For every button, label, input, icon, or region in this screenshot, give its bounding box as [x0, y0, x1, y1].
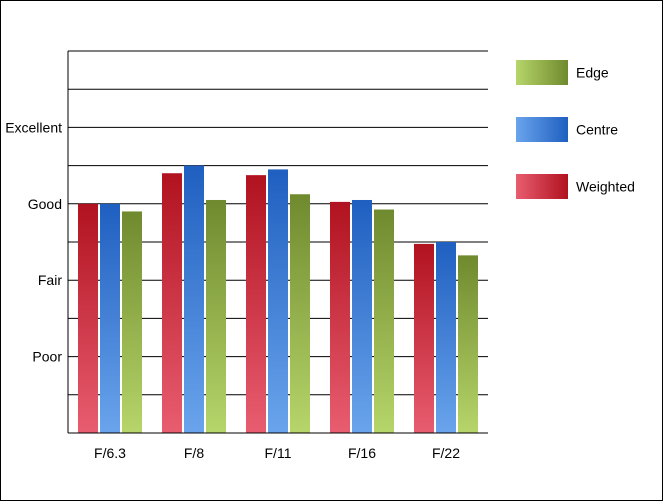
bar-edge-f-6-3 — [122, 211, 142, 433]
x-tick-label-f-6-3: F/6.3 — [94, 445, 126, 461]
bar-edge-f-11 — [290, 194, 310, 433]
bar-weighted-f-22 — [414, 243, 434, 433]
bar-centre-f-8 — [184, 165, 204, 433]
bar-centre-f-22 — [436, 242, 456, 433]
y-tick-label-poor: Poor — [32, 349, 62, 365]
legend-label-edge: Edge — [576, 65, 609, 81]
bar-centre-f-6-3 — [100, 203, 120, 433]
x-tick-labels: F/6.3 F/8 F/11 F/16 F/22 — [94, 445, 460, 461]
x-tick-label-f-22: F/22 — [432, 445, 460, 461]
legend: Edge Centre Weighted — [516, 60, 635, 199]
x-tick-label-f-16: F/16 — [348, 445, 376, 461]
y-tick-label-excellent: Excellent — [5, 119, 62, 135]
bar-edge-f-22 — [458, 255, 478, 433]
legend-swatch-centre — [516, 117, 568, 142]
legend-swatch-weighted — [516, 174, 568, 199]
bar-centre-f-11 — [268, 169, 288, 434]
x-tick-label-f-8: F/8 — [184, 445, 204, 461]
bars — [78, 165, 478, 434]
bar-weighted-f-16 — [330, 201, 350, 433]
legend-label-weighted: Weighted — [576, 179, 635, 195]
y-tick-label-good: Good — [28, 196, 62, 212]
bar-centre-f-16 — [352, 199, 372, 433]
axes — [67, 51, 488, 434]
bar-weighted-f-6-3 — [78, 203, 98, 433]
legend-swatch-edge — [516, 60, 568, 85]
bar-weighted-f-8 — [162, 173, 182, 434]
bar-weighted-f-11 — [246, 175, 266, 433]
bar-edge-f-8 — [206, 199, 226, 433]
y-tick-labels: Poor Fair Good Excellent — [5, 119, 62, 364]
bar-edge-f-16 — [374, 209, 394, 433]
legend-label-centre: Centre — [576, 122, 618, 138]
x-tick-label-f-11: F/11 — [265, 445, 292, 461]
y-tick-label-fair: Fair — [38, 272, 62, 288]
